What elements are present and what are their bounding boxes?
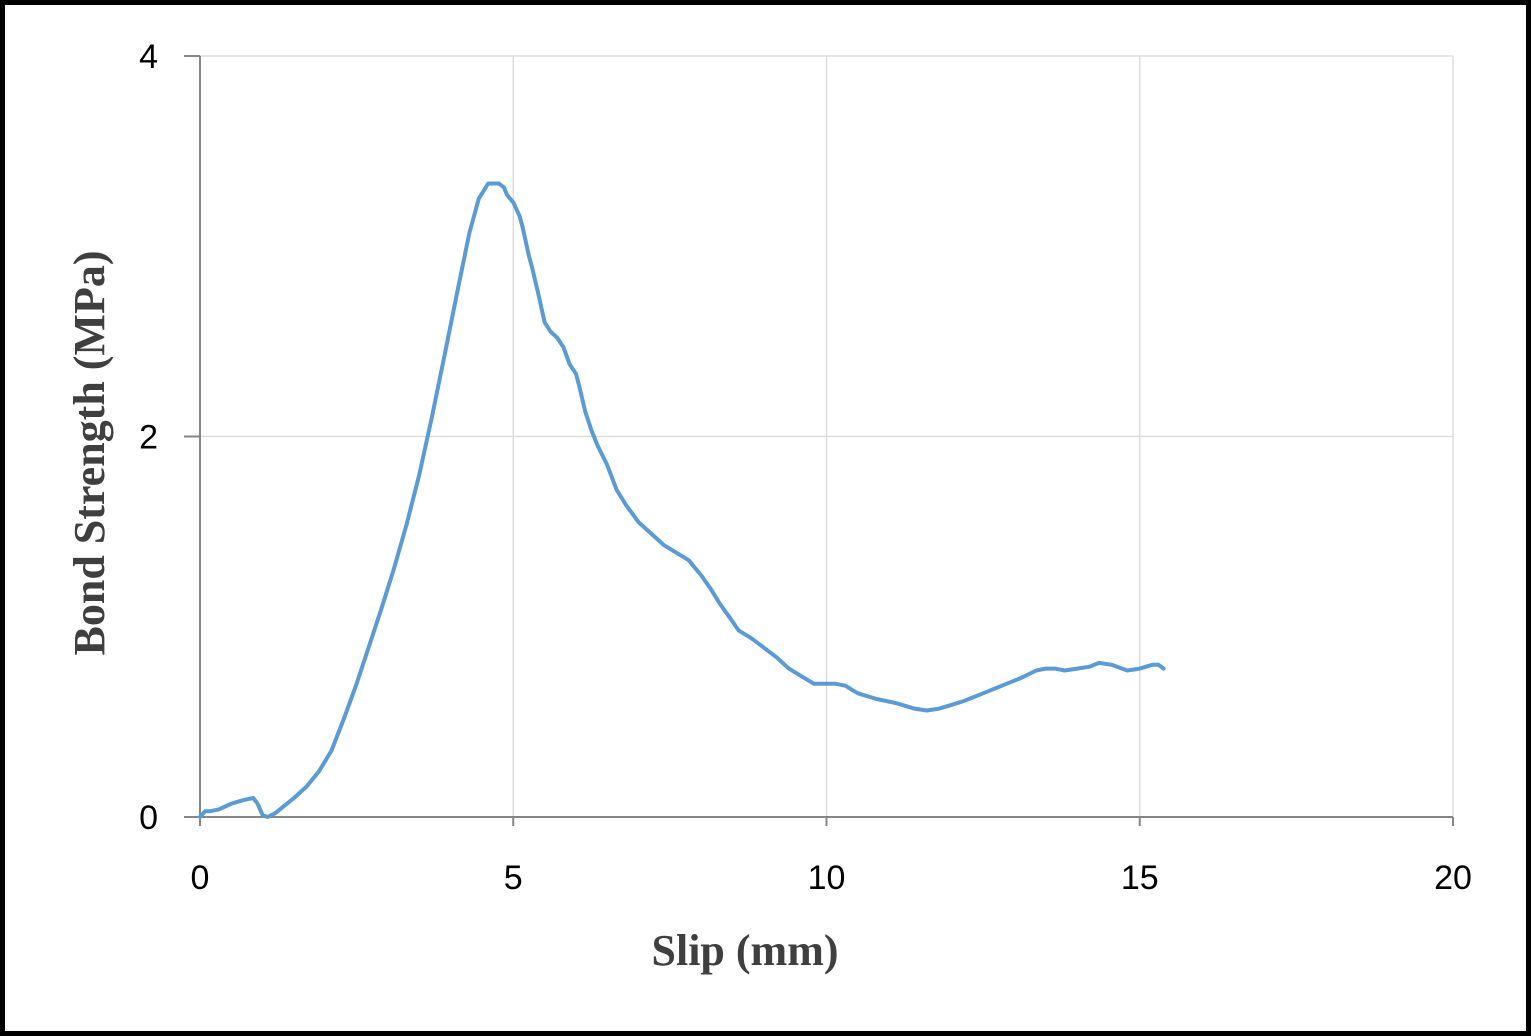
y-tick-label: 0 — [139, 799, 158, 837]
x-tick-label: 10 — [808, 859, 846, 897]
y-tick-label: 2 — [139, 419, 158, 457]
grid-layer — [200, 55, 1454, 817]
y-tick-label: 4 — [139, 38, 158, 76]
axes-layer — [184, 55, 1454, 826]
x-tick-label: 0 — [191, 859, 210, 897]
x-tick-label: 20 — [1434, 859, 1472, 897]
y-axis-title: Bond Strength (MPa) — [65, 251, 114, 656]
x-tick-label: 5 — [504, 859, 523, 897]
ticks-layer: 0 5 10 15 20 0 2 4 — [139, 38, 1472, 897]
x-axis-title: Slip (mm) — [652, 926, 839, 975]
series-layer — [198, 181, 1166, 819]
series-line — [198, 181, 1166, 819]
x-tick-label: 15 — [1121, 859, 1159, 897]
